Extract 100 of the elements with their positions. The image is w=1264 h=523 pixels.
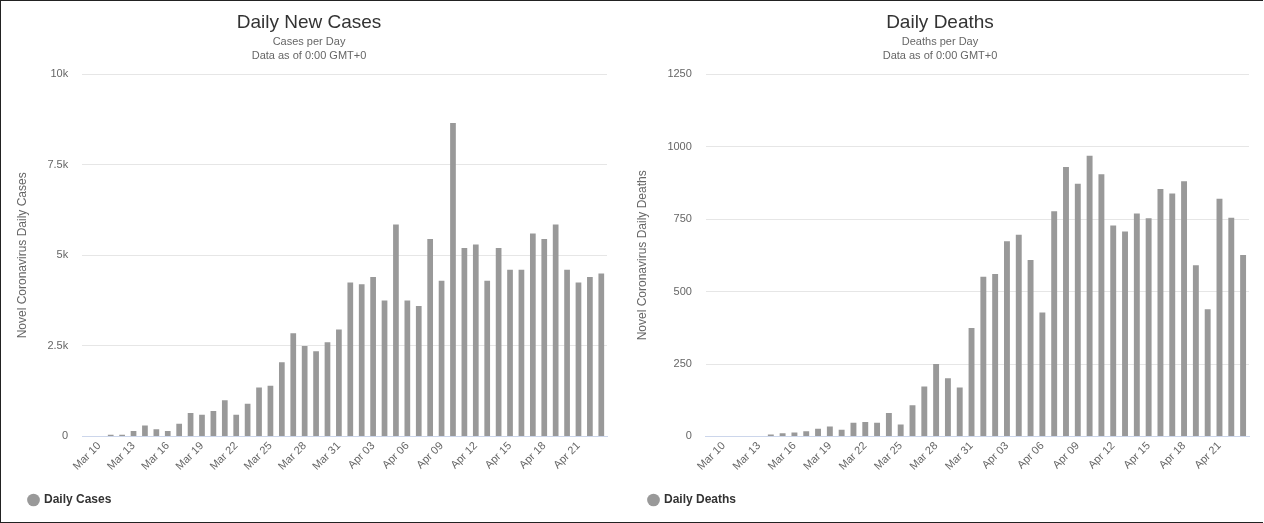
bar — [992, 273, 999, 436]
bar — [1169, 193, 1176, 436]
legend-label: Daily Cases — [44, 492, 112, 507]
x-tick-label: Apr 09 — [413, 439, 446, 471]
x-tick-label: Mar 10 — [694, 439, 728, 472]
bar — [529, 233, 536, 436]
y-axis-title: Novel Coronavirus Daily Cases — [14, 172, 29, 339]
bar — [427, 239, 434, 436]
bar — [221, 400, 228, 436]
bar — [507, 269, 513, 436]
x-tick-label: Mar 19 — [800, 439, 834, 472]
x-tick-label: Apr 12 — [447, 439, 480, 471]
bar — [1063, 166, 1069, 436]
x-tick-label: Mar 31 — [309, 439, 343, 472]
x-tick-label: Apr 09 — [1049, 439, 1082, 471]
bar — [1228, 217, 1235, 436]
y-tick-label: 10k — [50, 67, 69, 80]
bar — [1181, 181, 1188, 436]
y-tick-label: 0 — [62, 429, 69, 442]
bar — [815, 428, 821, 436]
x-tick-label: Mar 25 — [241, 439, 274, 472]
bar — [552, 224, 559, 436]
x-tick-label: Apr 12 — [1085, 439, 1117, 471]
x-tick-label: Mar 28 — [275, 439, 309, 472]
x-tick-label: Apr 15 — [482, 439, 514, 471]
bar — [1004, 241, 1010, 436]
y-tick-label: 7.5k — [47, 157, 69, 170]
bar — [1240, 255, 1247, 436]
x-tick-label: Mar 16 — [765, 439, 798, 472]
x-tick-label: Apr 06 — [379, 439, 411, 471]
chart-title: Daily Deaths — [886, 10, 994, 32]
bar — [1039, 312, 1046, 436]
bar — [1051, 211, 1058, 436]
bar — [336, 329, 342, 436]
y-tick-label: 1000 — [667, 139, 692, 152]
bar — [290, 333, 297, 436]
bar — [874, 422, 881, 436]
x-tick-label: Mar 13 — [104, 439, 138, 472]
bar — [1157, 188, 1164, 436]
x-tick-label: Apr 18 — [516, 439, 548, 471]
x-tick-label: Apr 03 — [979, 439, 1011, 471]
bar — [404, 300, 411, 436]
x-tick-label: Apr 18 — [1156, 439, 1188, 471]
bar — [279, 362, 285, 436]
bar — [472, 244, 479, 436]
y-tick-label: 750 — [673, 212, 692, 225]
bar — [347, 282, 354, 436]
x-tick-label: Mar 19 — [172, 439, 206, 472]
chart-subtitle: Cases per Day Data as of 0:00 GMT+0 — [251, 35, 367, 61]
bar — [1122, 231, 1128, 436]
bar — [1192, 265, 1199, 436]
x-tick-label: Apr 15 — [1120, 439, 1153, 471]
bar — [791, 432, 798, 436]
bar — [862, 421, 869, 436]
bar — [484, 280, 491, 436]
bar — [450, 123, 456, 436]
bar — [826, 426, 833, 436]
y-tick-label: 0 — [685, 429, 692, 442]
bar — [956, 387, 963, 436]
x-tick-label: Mar 13 — [729, 439, 763, 472]
y-axis-title: Novel Coronavirus Daily Deaths — [634, 170, 649, 341]
bar — [779, 433, 786, 436]
bar — [164, 431, 171, 436]
x-tick-label: Apr 03 — [345, 439, 377, 471]
bar — [1015, 234, 1022, 436]
chart-subtitle: Deaths per Day Data as of 0:00 GMT+0 — [882, 35, 998, 61]
bar — [1098, 174, 1105, 436]
bar — [1204, 309, 1211, 436]
x-tick-label: Apr 06 — [1014, 439, 1046, 471]
bar — [933, 364, 940, 436]
bar — [199, 414, 205, 436]
x-tick-label: Mar 31 — [942, 439, 976, 472]
bar — [256, 387, 262, 436]
bar — [587, 277, 593, 436]
x-tick-label: Mar 22 — [836, 439, 869, 472]
bar — [980, 276, 987, 436]
x-tick-label: Mar 28 — [906, 439, 940, 472]
bar — [897, 424, 904, 436]
bar — [142, 425, 148, 436]
bar — [1110, 225, 1117, 436]
bar — [1027, 259, 1034, 436]
bar — [1145, 218, 1152, 436]
x-tick-label: Mar 22 — [207, 439, 240, 472]
bar — [393, 224, 399, 436]
bar — [921, 386, 928, 436]
y-tick-label: 2.5k — [47, 338, 69, 351]
bar — [598, 273, 605, 436]
bar — [313, 351, 319, 436]
x-tick-label: Mar 10 — [70, 439, 103, 472]
y-tick-label: 1250 — [667, 67, 692, 80]
chart-title: Daily New Cases — [236, 10, 382, 32]
x-tick-label: Mar 16 — [138, 439, 172, 472]
bar — [370, 277, 376, 436]
legend-label: Daily Deaths — [664, 492, 737, 507]
y-tick-label: 250 — [673, 357, 692, 370]
bar — [885, 412, 892, 436]
bar — [415, 306, 422, 436]
bar — [803, 431, 810, 436]
bar — [944, 378, 951, 436]
x-tick-label: Apr 21 — [1191, 439, 1224, 471]
